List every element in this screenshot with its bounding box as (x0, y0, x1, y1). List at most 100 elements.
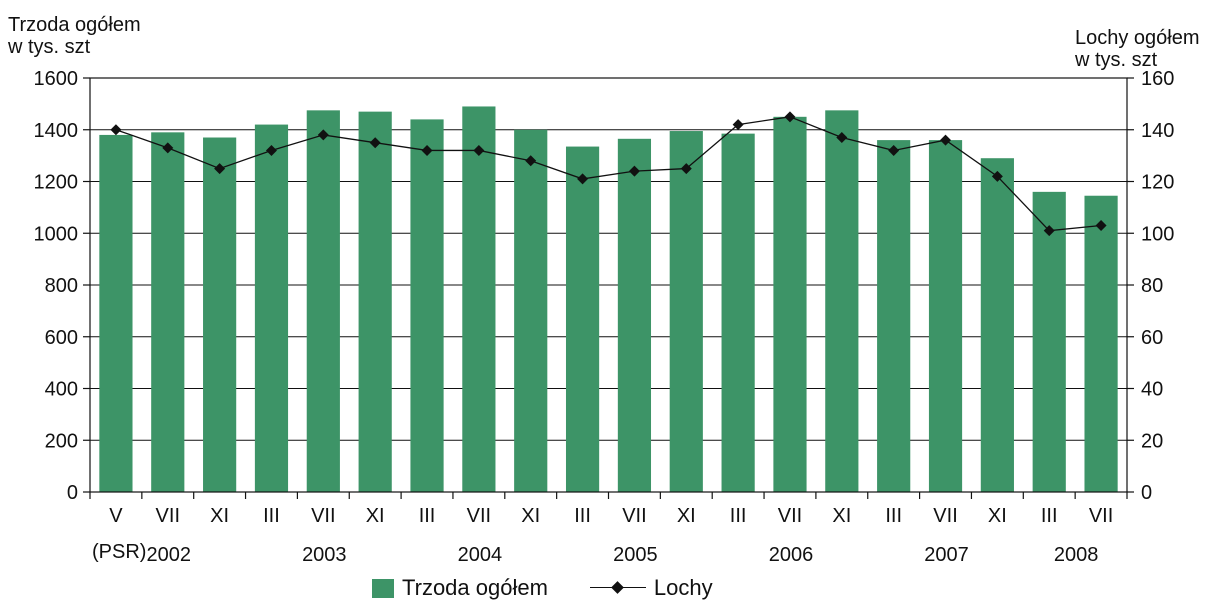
x-tick-label: XI (832, 505, 851, 527)
y-right-tick-label: 140 (1141, 120, 1174, 142)
marker-lochy (991, 170, 1003, 182)
bar-trzoda (306, 110, 340, 492)
marker-lochy (214, 163, 226, 175)
x-year-label: 2004 (458, 544, 503, 566)
bar-trzoda (99, 134, 133, 493)
x-extra-label-psr: (PSR) (92, 541, 146, 563)
x-axis: V VII XI III VII XI III VII XI III VII XI III VII XI II… (89, 492, 1128, 566)
y-left-tick-label: 400 (45, 379, 78, 401)
y-axis-left-title-line2: w tys. szt (8, 36, 91, 58)
marker-lochy (369, 137, 381, 149)
bar-trzoda (358, 111, 392, 492)
y-axis-left: 0 200 400 600 800 1000 1200 1400 1600 (34, 68, 90, 504)
marker-lochy (888, 144, 900, 156)
marker-lochy (1095, 219, 1107, 231)
x-tick-label: VII (622, 505, 646, 527)
marker-lochy (421, 144, 433, 156)
bar-trzoda (669, 131, 703, 492)
y-axis-right-title-line1: Lochy ogółem (1075, 27, 1200, 49)
y-axis-left-title-line1: Trzoda ogółem (8, 14, 141, 36)
bar-trzoda (825, 110, 859, 492)
legend-label-trzoda: Trzoda ogółem (402, 575, 548, 600)
y-right-tick-label: 20 (1141, 430, 1163, 452)
legend-swatch-trzoda (372, 578, 394, 598)
bar-trzoda (721, 133, 755, 492)
x-year-label: 2005 (613, 544, 658, 566)
bar-trzoda (151, 132, 185, 492)
marker-lochy (473, 144, 485, 156)
bar-trzoda (928, 140, 963, 492)
bar-trzoda (1084, 195, 1118, 492)
legend-label-lochy: Lochy (653, 575, 713, 600)
x-tick-label: VII (778, 505, 802, 527)
x-tick-label: XI (521, 505, 540, 527)
bar-trzoda (565, 146, 600, 492)
marker-lochy (940, 134, 952, 146)
x-tick-label: XI (210, 505, 229, 527)
y-left-tick-label: 0 (67, 482, 78, 504)
marker-lochy (732, 119, 744, 131)
x-tick-label: VII (1089, 505, 1113, 527)
bar-trzoda (617, 138, 652, 492)
bar-trzoda (462, 106, 496, 493)
legend-marker-lochy (589, 578, 646, 598)
x-tick-label: III (574, 505, 591, 527)
x-tick-label: VII (933, 505, 957, 527)
x-tick-label: III (419, 505, 436, 527)
bar-trzoda (877, 140, 911, 492)
x-year-label: 2002 (147, 544, 192, 566)
marker-lochy (784, 111, 796, 123)
y-axis-left-title: Trzoda ogółem w tys. szt (8, 14, 141, 58)
marker-lochy (525, 155, 537, 167)
x-tick-label: III (730, 505, 747, 527)
y-axis-right-title-line2: w tys. szt (1075, 49, 1158, 71)
x-tick-label: VII (311, 505, 335, 527)
marker-lochy (628, 165, 640, 177)
line-lochy (115, 116, 1102, 232)
bar-trzoda (254, 124, 289, 492)
marker-lochy (110, 124, 122, 136)
y-right-tick-label: 40 (1141, 379, 1163, 401)
y-right-tick-label: 60 (1141, 327, 1163, 349)
bar-trzoda (773, 116, 807, 492)
marker-lochy (836, 132, 848, 144)
y-axis-right-title: Lochy ogółem w tys. szt (1075, 27, 1200, 71)
y-left-tick-label: 1400 (34, 120, 79, 142)
y-left-tick-label: 1000 (34, 223, 79, 245)
y-right-tick-label: 0 (1141, 482, 1152, 504)
x-tick-label: XI (988, 505, 1007, 527)
bar-trzoda (1032, 191, 1066, 492)
line-series-lochy (110, 111, 1107, 237)
y-right-tick-label: 100 (1141, 223, 1174, 245)
y-left-tick-label: 200 (45, 430, 78, 452)
y-right-tick-label: 160 (1141, 68, 1174, 90)
combo-chart: 0 200 400 600 800 1000 1200 1400 1600 0 20 40 60 80 1… (34, 68, 1175, 566)
bar-series-trzoda (99, 106, 1118, 493)
marker-lochy (162, 142, 174, 154)
marker-lochy (317, 129, 329, 141)
bar-trzoda (203, 137, 237, 492)
y-right-tick-label: 80 (1141, 275, 1163, 297)
y-right-tick-label: 120 (1141, 172, 1174, 194)
x-year-label: 2003 (302, 544, 347, 566)
marker-lochy (1043, 225, 1055, 237)
y-left-tick-label: 600 (45, 327, 78, 349)
x-year-label: 2007 (924, 544, 969, 566)
bar-trzoda (980, 158, 1014, 492)
marker-lochy (265, 144, 277, 156)
marker-lochy (680, 163, 692, 175)
x-tick-label: XI (366, 505, 385, 527)
x-tick-label: VII (156, 505, 180, 527)
x-tick-label: III (263, 505, 280, 527)
marker-lochy (577, 173, 589, 185)
x-tick-label: V (109, 505, 123, 527)
x-year-label: 2008 (1054, 544, 1099, 566)
x-tick-label: VII (467, 505, 491, 527)
y-left-tick-label: 1200 (34, 172, 79, 194)
legend: Trzoda ogółem Lochy (372, 575, 713, 601)
x-tick-label: III (1041, 505, 1058, 527)
y-left-tick-label: 1600 (34, 68, 79, 90)
x-year-label: 2006 (769, 544, 814, 566)
bar-trzoda (410, 119, 444, 493)
x-tick-label: III (885, 505, 902, 527)
